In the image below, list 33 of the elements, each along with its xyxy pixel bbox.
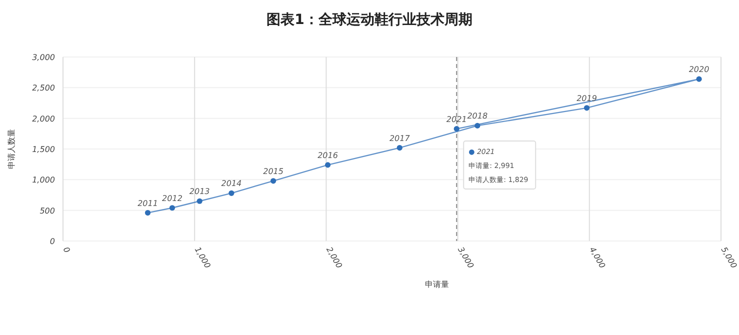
y-tick-label: 1,000: [32, 176, 55, 185]
y-tick-label: 3,000: [32, 53, 55, 62]
point: [584, 105, 590, 111]
annotation: 2014: [221, 179, 242, 188]
annotation: 2019: [576, 94, 597, 103]
annotation: 2016: [318, 150, 338, 160]
point: [324, 162, 331, 168]
y-tick-label: 2,000: [32, 114, 55, 124]
x-axis-title: 申请量: [425, 280, 449, 289]
point: [144, 210, 151, 216]
y-axis-title: 申请人数量: [7, 129, 16, 169]
point: [196, 198, 202, 204]
point: [696, 76, 702, 82]
x-tick-label: 0: [61, 246, 72, 254]
point: [454, 126, 460, 132]
y-tick-label: 2,500: [32, 84, 55, 93]
annotation: 2011: [138, 198, 158, 208]
point: [228, 190, 234, 196]
y-tick-label: 500: [40, 206, 55, 216]
point: [396, 144, 402, 151]
annotation: 2018: [467, 112, 488, 121]
annotation: 2012: [162, 194, 182, 203]
point: [474, 122, 480, 128]
annotation: 2015: [263, 166, 284, 176]
annotation: 2017: [389, 134, 411, 143]
annotation: 2013: [189, 187, 210, 196]
y-tick-label: 1,500: [32, 145, 55, 154]
chart-title: 图表1：全球运动鞋行业技术周期: [266, 12, 472, 28]
point: [270, 178, 276, 184]
point: [169, 205, 176, 211]
annotation: 2020: [688, 65, 710, 74]
annotation: 2021: [446, 114, 467, 124]
y-tick-label: 0: [50, 237, 55, 246]
